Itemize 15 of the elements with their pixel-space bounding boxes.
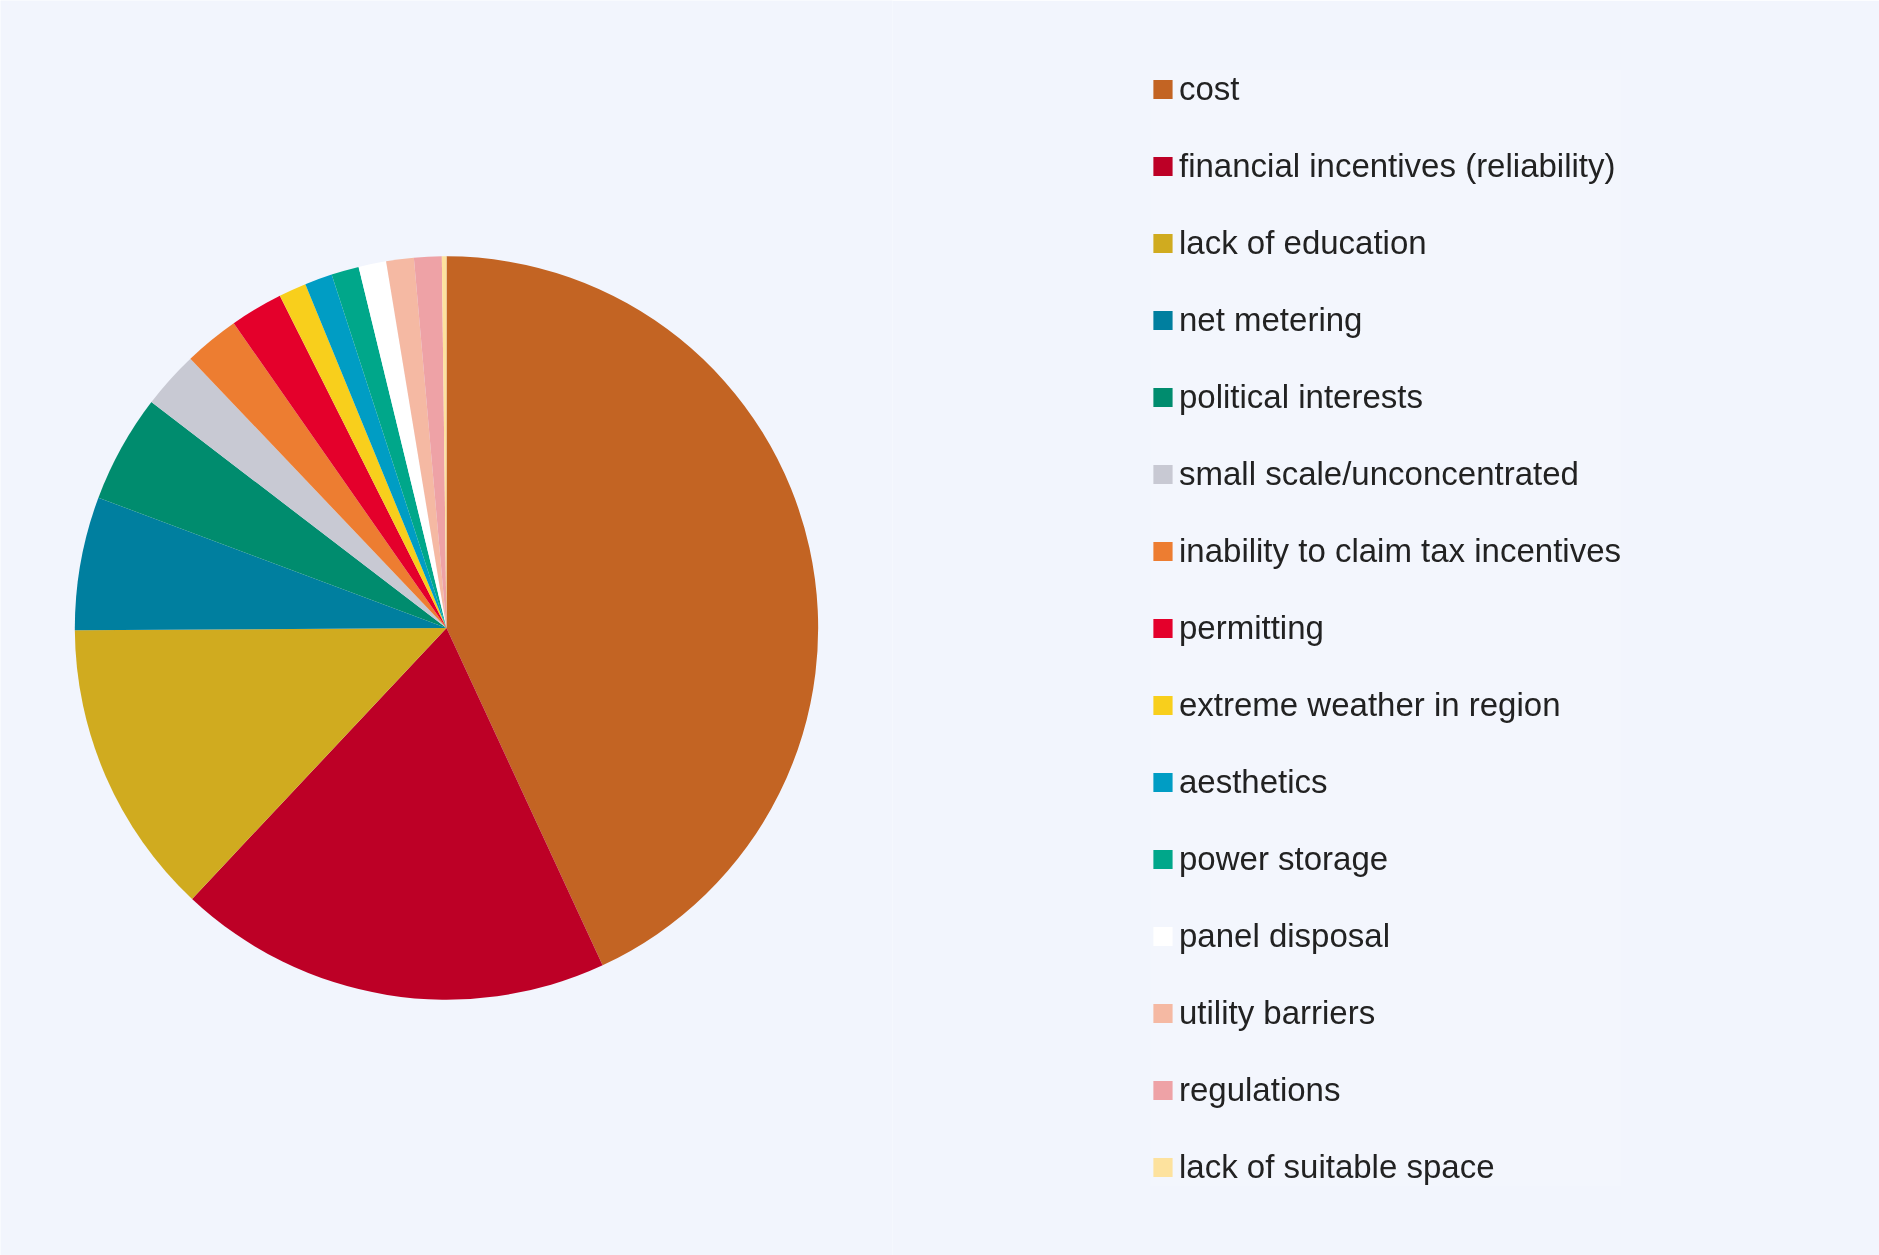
legend-label: political interests (1178, 377, 1423, 416)
legend-label: cost (1178, 69, 1240, 108)
legend-label: extreme weather in region (1178, 685, 1561, 724)
legend-label: utility barriers (1178, 993, 1376, 1032)
legend-label: financial incentives (reliability) (1178, 146, 1616, 185)
legend-label: permitting (1178, 608, 1324, 647)
legend-label: inability to claim tax incentives (1178, 531, 1622, 570)
legend-label: lack of education (1178, 223, 1427, 262)
legend-label: panel disposal (1178, 916, 1390, 955)
legend-label: aesthetics (1178, 762, 1328, 801)
legend-label: lack of suitable space (1178, 1147, 1495, 1186)
legend-label: small scale/unconcentrated (1178, 454, 1579, 493)
legend-label: net metering (1178, 300, 1363, 339)
legend-label: regulations (1178, 1070, 1341, 1109)
legend-label: power storage (1178, 839, 1389, 878)
